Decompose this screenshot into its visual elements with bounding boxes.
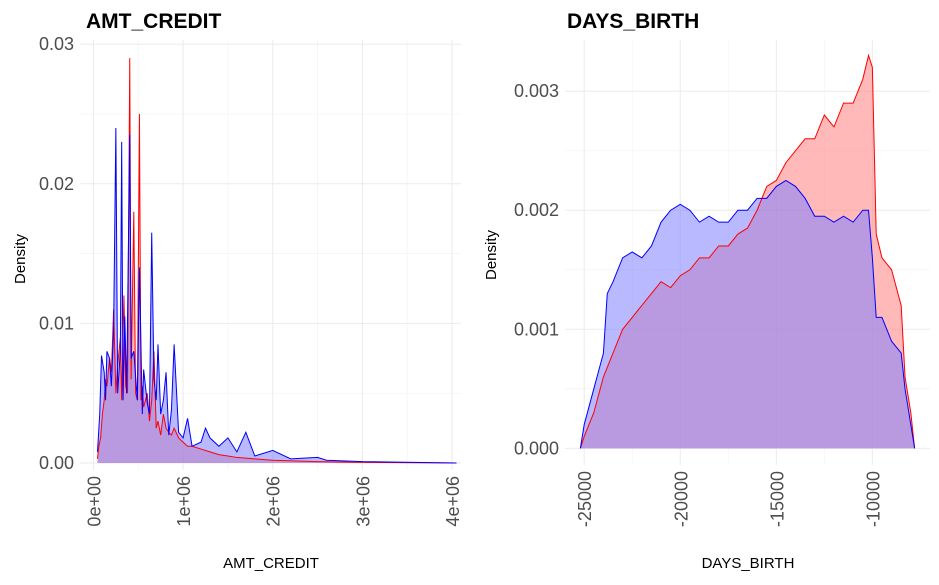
y-tick-label: 0.00 bbox=[39, 453, 74, 473]
panel-days-birth: DAYS_BIRTH Density DAYS_BIRTH 0.000 0.001… bbox=[483, 10, 930, 572]
x-tick-label: 2e+06 bbox=[264, 476, 284, 527]
y-tick-label: 0.01 bbox=[39, 313, 74, 333]
x-tick-label: -15000 bbox=[767, 471, 787, 527]
x-tick-label: -20000 bbox=[671, 471, 691, 527]
x-tick-label: 4e+06 bbox=[443, 476, 463, 527]
x-tick-label: 1e+06 bbox=[174, 476, 194, 527]
x-tick-label: -25000 bbox=[575, 471, 595, 527]
panel-title: AMT_CREDIT bbox=[86, 10, 222, 33]
y-tick-label: 0.001 bbox=[514, 319, 559, 339]
y-tick-label: 0.002 bbox=[514, 200, 559, 220]
x-tick-label: 3e+06 bbox=[353, 476, 373, 527]
series-line-blue bbox=[96, 127, 457, 464]
y-tick-label: 0.02 bbox=[39, 174, 74, 194]
y-tick-label: 0.000 bbox=[514, 438, 559, 458]
series-area-blue bbox=[97, 127, 457, 464]
panel-title: DAYS_BIRTH bbox=[567, 10, 699, 33]
x-tick-label: -10000 bbox=[863, 471, 883, 527]
x-axis-label: AMT_CREDIT bbox=[223, 555, 319, 572]
y-axis-label: Density bbox=[483, 229, 500, 280]
series-line-blue bbox=[579, 179, 916, 449]
y-tick-label: 0.03 bbox=[39, 34, 74, 54]
y-axis-label: Density bbox=[12, 233, 29, 284]
panel-amt-credit: AMT_CREDIT Density AMT_CREDIT 0.00 0.01 0.… bbox=[12, 10, 463, 572]
series-area-blue bbox=[580, 180, 915, 449]
x-tick-label: 0e+00 bbox=[84, 476, 104, 527]
series-line-red bbox=[96, 58, 457, 464]
x-axis-label: DAYS_BIRTH bbox=[702, 555, 795, 572]
y-tick-label: 0.003 bbox=[514, 81, 559, 101]
